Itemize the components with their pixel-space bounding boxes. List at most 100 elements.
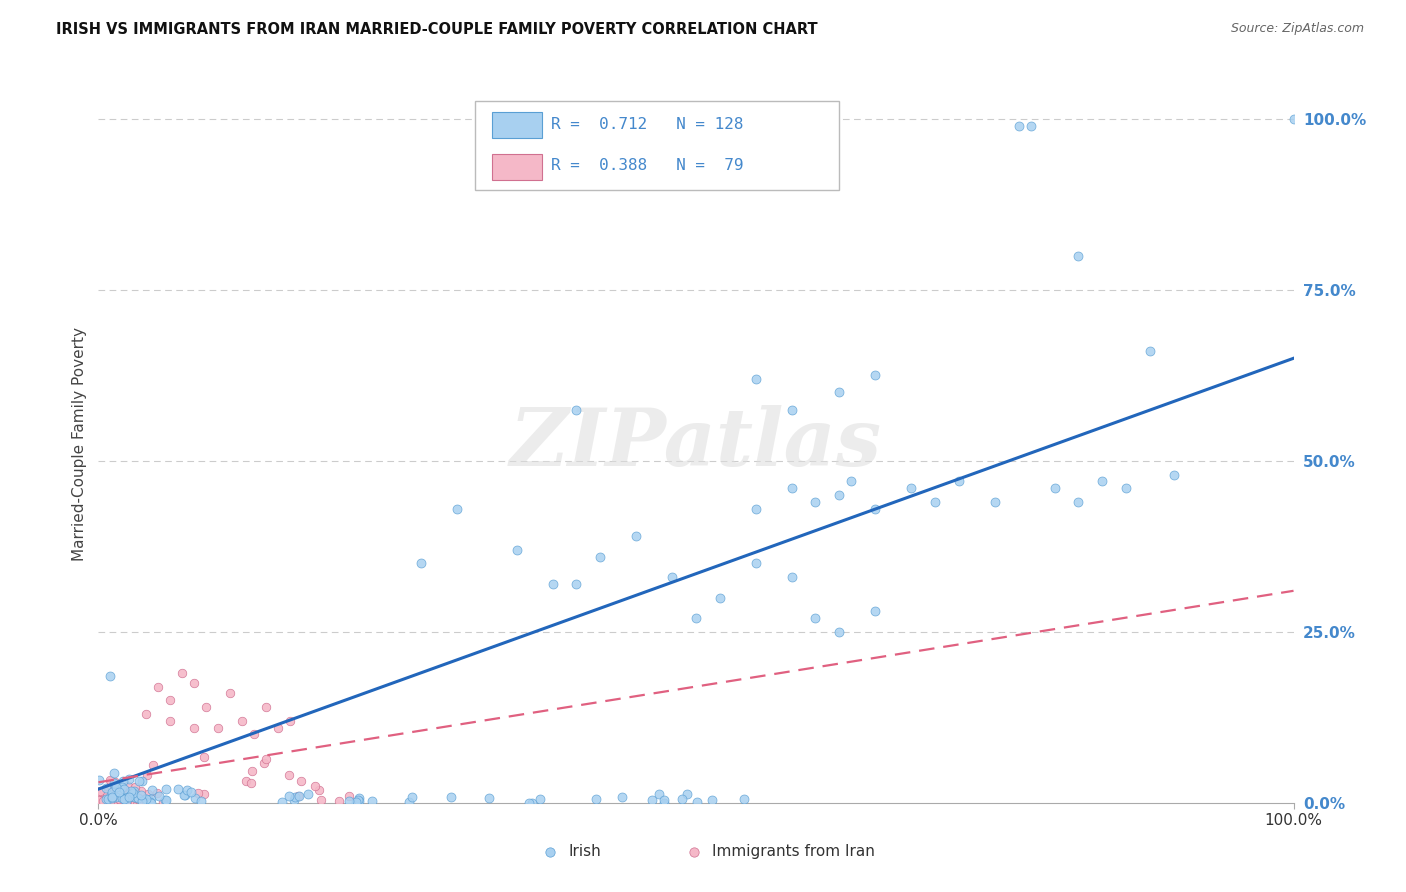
Point [184,791,207,805]
Point [828,624,851,639]
Point [522,796,544,810]
Point [1282,112,1305,126]
Point [139,795,162,809]
Point [828,488,851,502]
Point [283,792,305,806]
Point [124,780,146,795]
Point [865,604,887,618]
Point [117,786,139,800]
Point [682,842,704,856]
Point [124,784,146,798]
Point [610,789,633,804]
Point [180,785,202,799]
Point [685,611,707,625]
Point [780,402,803,417]
Point [865,501,887,516]
Point [141,783,163,797]
Point [107,785,129,799]
Point [110,786,132,800]
Point [107,791,129,805]
Point [105,780,128,794]
Point [517,796,540,810]
Point [254,752,277,766]
Point [253,756,276,771]
Point [1091,475,1114,489]
Point [193,749,215,764]
Point [924,495,946,509]
Point [183,721,205,735]
Point [117,787,139,801]
Point [183,676,205,690]
Point [100,788,122,802]
Point [1067,249,1090,263]
Point [131,794,153,808]
Point [135,794,157,808]
Point [104,794,127,808]
Point [284,789,307,804]
Point [112,782,135,797]
Point [288,789,311,804]
Point [110,796,132,810]
Point [1043,481,1066,495]
Point [117,790,139,805]
Point [104,777,127,791]
Point [287,789,309,803]
Text: IRISH VS IMMIGRANTS FROM IRAN MARRIED-COUPLE FAMILY POVERTY CORRELATION CHART: IRISH VS IMMIGRANTS FROM IRAN MARRIED-CO… [56,22,818,37]
Point [347,793,370,807]
Point [103,775,125,789]
Point [155,793,177,807]
Point [128,774,150,789]
Point [89,783,111,797]
Point [270,795,292,809]
Point [87,773,110,788]
Point [159,714,181,728]
Point [506,542,529,557]
Point [702,793,724,807]
Point [1067,495,1090,509]
Point [308,783,330,797]
Point [361,795,384,809]
Point [134,793,156,807]
Point [478,790,501,805]
Point [136,787,159,801]
Text: R =  0.712   N = 128: R = 0.712 N = 128 [551,117,744,132]
Point [337,794,360,808]
Point [135,792,157,806]
Point [541,577,564,591]
Point [195,700,218,714]
Point [118,795,141,809]
Point [207,721,229,735]
Point [122,789,145,804]
Point [135,706,157,721]
Point [111,791,134,805]
Point [745,557,768,571]
Point [900,481,922,495]
Point [948,475,970,489]
Point [114,793,136,807]
Point [89,793,111,807]
Point [647,787,669,801]
Point [290,774,312,789]
Point [277,768,299,782]
Point [124,790,146,805]
Point [153,793,176,807]
Text: ZIPatlas: ZIPatlas [510,405,882,483]
Point [304,779,326,793]
Point [101,785,124,799]
Point [652,793,675,807]
Point [686,795,709,809]
Point [254,700,277,714]
Point [124,784,146,798]
Point [129,784,152,798]
Point [96,787,118,801]
Point [671,791,693,805]
Point [239,775,262,789]
Point [110,793,132,807]
Point [804,495,827,509]
Point [159,693,181,707]
Point [538,842,561,856]
Point [529,792,551,806]
Point [565,402,588,417]
Point [347,790,370,805]
Point [120,789,142,803]
